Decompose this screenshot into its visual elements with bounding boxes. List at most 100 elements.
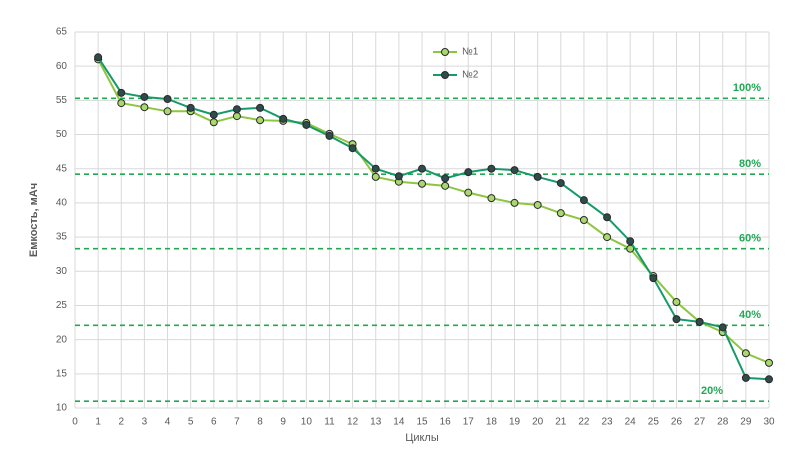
data-point [464,168,473,177]
reference-label: 60% [739,233,761,245]
x-tick-label: 6 [211,417,217,428]
x-tick-label: 27 [694,417,706,428]
data-point [510,166,519,175]
data-point [163,94,172,103]
data-point [603,233,612,242]
x-tick-label: 7 [234,417,240,428]
x-tick-label: 26 [671,417,683,428]
x-tick-label: 11 [324,417,335,428]
x-tick-label: 19 [509,417,521,428]
x-tick-label: 30 [763,417,775,428]
y-tick-label: 35 [56,232,68,243]
data-point [510,198,519,207]
x-tick-label: 16 [440,417,452,428]
y-tick-label: 30 [56,266,68,277]
data-point [649,274,658,283]
y-tick-label: 40 [56,198,68,209]
data-point [371,164,380,173]
data-point [556,209,565,218]
x-tick-label: 5 [188,417,194,428]
reference-label: 40% [739,309,761,321]
data-point [626,244,635,253]
x-tick-label: 17 [463,417,475,428]
y-tick-label: 50 [56,129,68,140]
x-tick-label: 3 [142,417,148,428]
data-point [371,172,380,181]
x-tick-label: 23 [602,417,614,428]
data-point [232,112,241,121]
data-point [765,358,773,367]
x-tick-label: 2 [118,417,124,428]
x-tick-label: 13 [370,417,382,428]
legend-marker [441,48,449,56]
y-tick-label: 15 [56,368,68,379]
data-point [441,174,450,183]
data-point [232,105,241,114]
data-point [256,116,265,125]
reference-label: 80% [739,158,761,170]
x-tick-label: 14 [393,417,405,428]
x-tick-label: 9 [280,417,286,428]
x-tick-label: 21 [555,417,567,428]
x-tick-label: 24 [625,417,637,428]
y-tick-label: 20 [56,334,68,345]
data-point [209,118,218,127]
x-tick-label: 4 [165,417,171,428]
data-point [487,164,496,173]
data-point [533,172,542,181]
data-point [302,120,311,129]
reference-label: 100% [733,82,761,94]
data-point [140,92,149,101]
data-point [279,114,288,123]
data-point [741,349,750,358]
data-point [556,179,565,188]
data-point [464,188,473,197]
data-point [256,103,265,112]
data-point [695,317,704,326]
y-tick-label: 10 [56,403,68,414]
data-point [140,103,149,112]
legend-label: №1 [462,47,479,58]
x-tick-label: 18 [486,417,498,428]
data-point [579,196,588,205]
data-point [765,375,773,384]
legend-label: №2 [462,70,479,81]
data-point [418,164,426,173]
data-point [718,323,727,332]
x-tick-label: 29 [740,417,752,428]
data-point [209,110,218,119]
data-point [394,172,403,181]
x-tick-label: 15 [416,417,428,428]
reference-label: 20% [701,385,723,397]
data-point [741,373,750,382]
y-tick-label: 45 [56,163,68,174]
x-tick-label: 8 [257,417,263,428]
x-tick-label: 28 [717,417,729,428]
x-tick-label: 20 [532,417,544,428]
data-point [117,88,126,97]
x-tick-label: 12 [347,417,359,428]
data-point [441,181,450,190]
y-tick-label: 25 [56,300,68,311]
x-tick-label: 25 [648,417,660,428]
y-tick-label: 65 [56,27,68,38]
data-point [487,194,496,203]
data-point [533,200,542,209]
data-point [626,237,635,246]
y-tick-label: 60 [56,61,68,72]
x-tick-label: 0 [72,417,78,428]
data-point [94,53,103,62]
x-tick-label: 22 [578,417,590,428]
data-point [348,144,357,153]
data-point [325,131,334,140]
data-point [418,179,426,188]
data-point [672,315,681,324]
data-point [163,107,172,116]
legend-marker [441,71,449,79]
x-tick-label: 10 [301,417,313,428]
x-axis-title: Циклы [405,432,439,444]
series-line [97,56,770,381]
data-point [603,213,612,222]
